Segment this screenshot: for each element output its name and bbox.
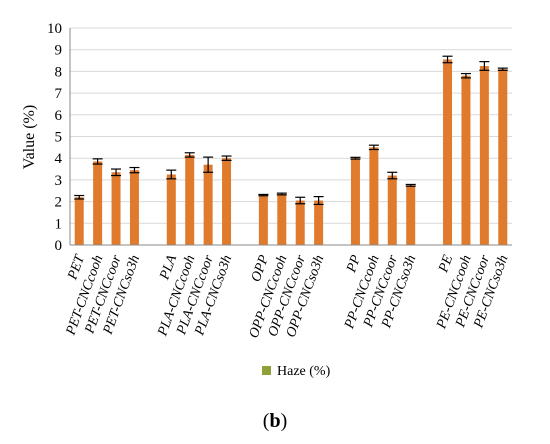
caption-letter: b [269,410,281,432]
bar [222,158,232,245]
legend-label: Haze (%) [277,364,331,379]
figure-caption: (b) [0,410,550,433]
y-tick-label: 4 [55,151,63,167]
bar [295,200,305,245]
bar [387,175,397,245]
bar [314,200,324,245]
y-tick-label: 0 [55,238,63,254]
y-tick-label: 2 [55,195,63,211]
bar [74,197,84,245]
y-tick-label: 1 [55,216,63,232]
y-tick-label: 3 [55,173,63,189]
legend: Haze (%) [262,364,331,379]
x-tick-label: PE [436,253,456,276]
bar [369,147,379,245]
bar [350,158,360,245]
y-tick-label: 6 [55,108,63,124]
y-tick-labels: 0 1 2 3 4 5 6 7 8 9 10 [47,21,63,254]
bar [185,154,195,245]
legend-swatch [262,366,271,375]
y-axis-label: Value (%) [21,105,38,169]
caption-close: ) [280,410,288,432]
gridlines [70,27,512,246]
caption-open: ( [262,410,270,432]
bar [498,69,508,245]
bar [406,185,416,245]
bar [258,195,268,245]
y-tick-label: 8 [55,64,63,80]
axes [69,28,512,246]
y-tick-label: 10 [47,21,62,37]
bar [203,164,213,245]
bar [111,172,121,245]
y-tick-label: 5 [55,130,63,146]
bar [479,65,489,245]
bar [461,75,471,246]
y-tick-label: 9 [55,43,63,59]
bar [443,59,453,246]
bar [277,194,287,245]
bar [129,170,139,245]
y-tick-label: 7 [55,86,63,102]
x-tick-label: PP [344,253,364,276]
bar [93,161,103,245]
bar [166,174,176,245]
bars [74,59,508,246]
error-bars [74,55,508,206]
